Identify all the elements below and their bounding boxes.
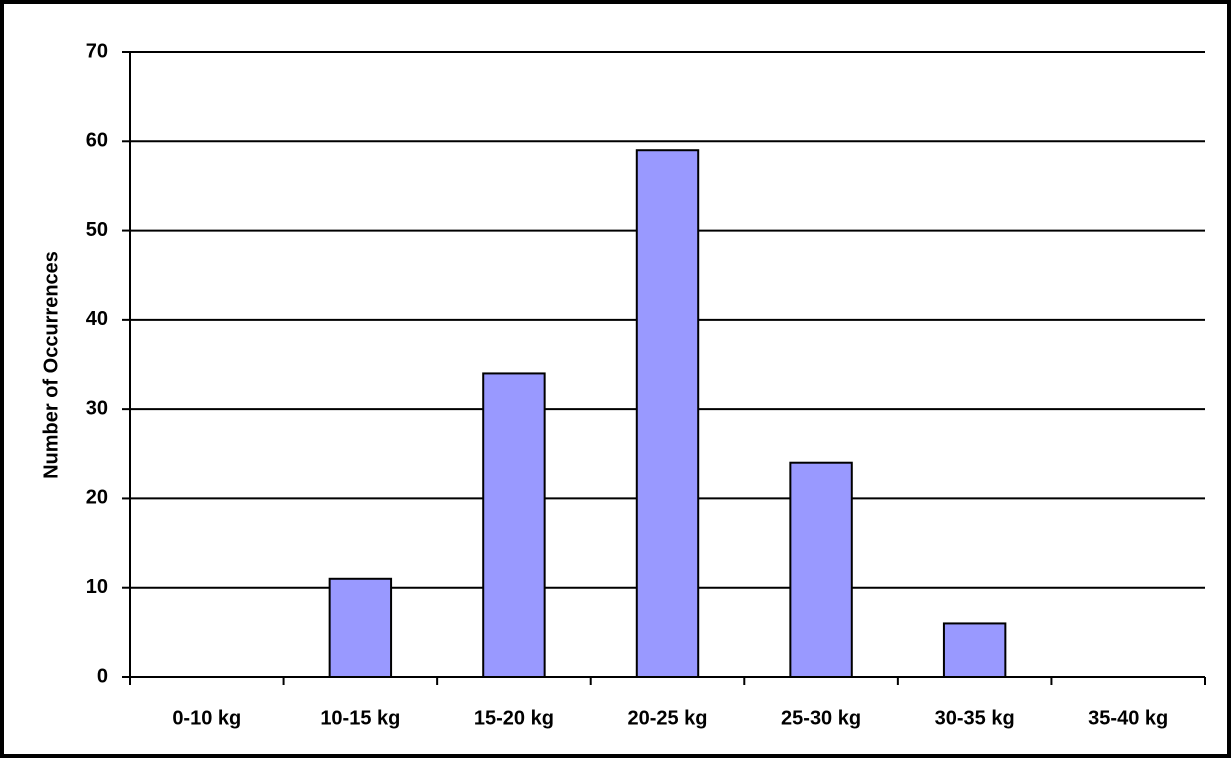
y-axis-title: Number of Occurrences <box>40 251 62 479</box>
bar <box>942 622 1007 679</box>
x-tick-label: 25-30 kg <box>781 707 861 729</box>
x-tick-label: 20-25 kg <box>627 707 707 729</box>
bar <box>789 461 853 679</box>
x-tick-label: 0-10 kg <box>172 707 241 729</box>
bar <box>635 149 700 678</box>
y-tick-label: 20 <box>86 487 108 509</box>
x-tick-label: 15-20 kg <box>474 707 554 729</box>
x-tick-label: 30-35 kg <box>935 707 1015 729</box>
bar <box>482 372 546 678</box>
y-tick-label: 60 <box>86 130 108 152</box>
y-tick-label: 0 <box>97 665 108 687</box>
y-tick-label: 50 <box>86 219 108 241</box>
bar <box>328 577 393 678</box>
y-tick-label: 40 <box>86 308 108 330</box>
y-tick-label: 10 <box>86 576 108 598</box>
x-tick-label: 35-40 kg <box>1088 707 1168 729</box>
x-tick-label: 10-15 kg <box>320 707 400 729</box>
y-tick-label: 70 <box>86 40 108 62</box>
y-tick-label: 30 <box>86 397 108 419</box>
